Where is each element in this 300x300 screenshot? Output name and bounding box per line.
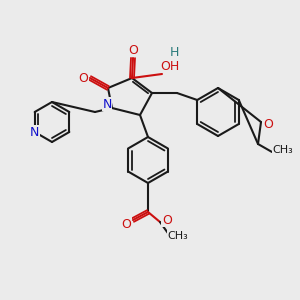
Text: CH₃: CH₃ <box>273 145 293 155</box>
Text: OH: OH <box>160 59 180 73</box>
Text: O: O <box>162 214 172 226</box>
Text: O: O <box>263 118 273 131</box>
Text: O: O <box>121 218 131 230</box>
Text: N: N <box>102 98 112 110</box>
Text: O: O <box>78 71 88 85</box>
Text: N: N <box>30 125 39 139</box>
Text: H: H <box>169 46 179 59</box>
Text: CH₃: CH₃ <box>168 231 188 241</box>
Text: O: O <box>128 44 138 56</box>
